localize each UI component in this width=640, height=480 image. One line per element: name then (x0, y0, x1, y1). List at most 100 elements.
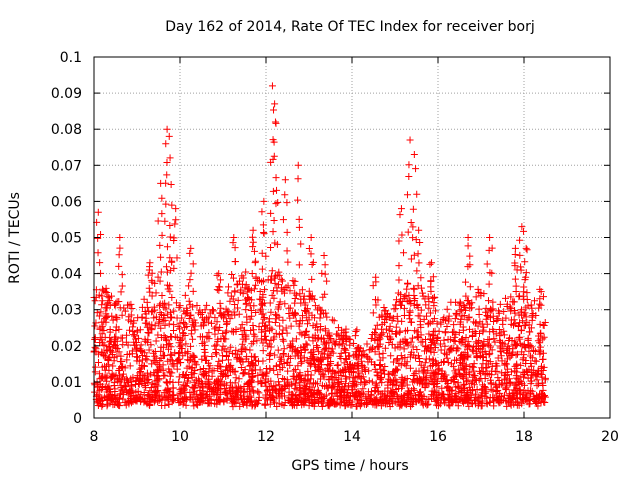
data-point (215, 270, 223, 278)
data-point (144, 271, 152, 279)
y-tick-label: 0.08 (51, 122, 82, 138)
data-point (462, 278, 470, 286)
data-point (512, 282, 520, 290)
data-point (305, 287, 313, 295)
data-point (484, 297, 492, 305)
data-point (388, 316, 396, 324)
data-point (533, 376, 541, 384)
data-point (267, 243, 275, 251)
data-point (400, 294, 408, 302)
data-point (104, 293, 112, 301)
data-point (213, 318, 221, 326)
data-point (259, 339, 267, 347)
x-tick-label: 12 (257, 429, 275, 445)
data-point (528, 304, 536, 312)
data-point (321, 290, 329, 298)
data-point (138, 313, 146, 321)
data-point (278, 277, 286, 285)
data-point (137, 341, 145, 349)
data-point (496, 396, 504, 404)
data-point (185, 356, 193, 364)
data-point (157, 268, 165, 276)
data-point (386, 322, 394, 330)
data-point (99, 287, 107, 295)
data-point (425, 304, 433, 312)
data-point (249, 226, 257, 234)
data-point (536, 320, 544, 328)
data-point (148, 308, 156, 316)
data-point (523, 367, 531, 375)
data-point (407, 219, 415, 227)
data-point (250, 247, 258, 255)
data-point (235, 310, 243, 318)
data-point (391, 344, 399, 352)
data-point (307, 375, 315, 383)
data-point (494, 374, 502, 382)
data-point (365, 377, 373, 385)
data-point (375, 350, 383, 358)
data-point (91, 297, 99, 305)
data-point (430, 294, 438, 302)
data-point (486, 269, 494, 277)
data-point (217, 304, 225, 312)
data-point (307, 234, 315, 241)
data-point (407, 300, 415, 308)
data-point (251, 353, 259, 361)
data-point (520, 288, 528, 296)
data-point (493, 317, 501, 325)
data-point (437, 346, 445, 354)
data-point (182, 382, 190, 390)
data-point (464, 353, 472, 361)
data-point (96, 259, 104, 267)
data-point (242, 268, 250, 276)
data-point (444, 315, 452, 323)
data-point (252, 273, 260, 281)
data-point (106, 334, 114, 342)
data-point (492, 388, 500, 396)
data-point (516, 251, 524, 259)
data-point (227, 292, 235, 300)
data-point (238, 321, 246, 329)
data-point (109, 362, 117, 370)
data-point (267, 343, 275, 351)
data-point (99, 297, 107, 305)
data-point (314, 380, 322, 388)
data-point (350, 381, 358, 389)
data-point (213, 350, 221, 358)
data-point (367, 335, 375, 343)
data-point (403, 358, 411, 366)
data-point (359, 385, 367, 393)
data-point (168, 313, 176, 321)
data-point (522, 244, 530, 252)
data-point (206, 362, 214, 370)
data-point (261, 286, 269, 294)
data-point (271, 351, 279, 359)
data-point (247, 327, 255, 335)
data-point (287, 322, 295, 330)
data-point (415, 259, 423, 267)
data-point (295, 261, 303, 269)
data-point (255, 389, 263, 397)
data-point (212, 341, 220, 349)
data-point (536, 300, 544, 308)
data-point (527, 352, 535, 360)
data-point (496, 300, 504, 308)
data-point (396, 211, 404, 219)
data-point (115, 262, 123, 270)
data-point (178, 344, 186, 352)
data-point (266, 355, 274, 363)
data-point (143, 352, 151, 360)
data-point (402, 362, 410, 370)
data-point (272, 329, 280, 337)
data-point (281, 300, 289, 308)
data-point (268, 267, 276, 275)
data-point (518, 223, 526, 231)
data-point (319, 293, 327, 301)
data-point (272, 310, 280, 318)
data-point (318, 269, 326, 277)
data-point (279, 216, 287, 224)
data-point (165, 320, 173, 328)
data-point (162, 140, 170, 148)
data-point (356, 372, 364, 380)
data-point (535, 380, 543, 388)
